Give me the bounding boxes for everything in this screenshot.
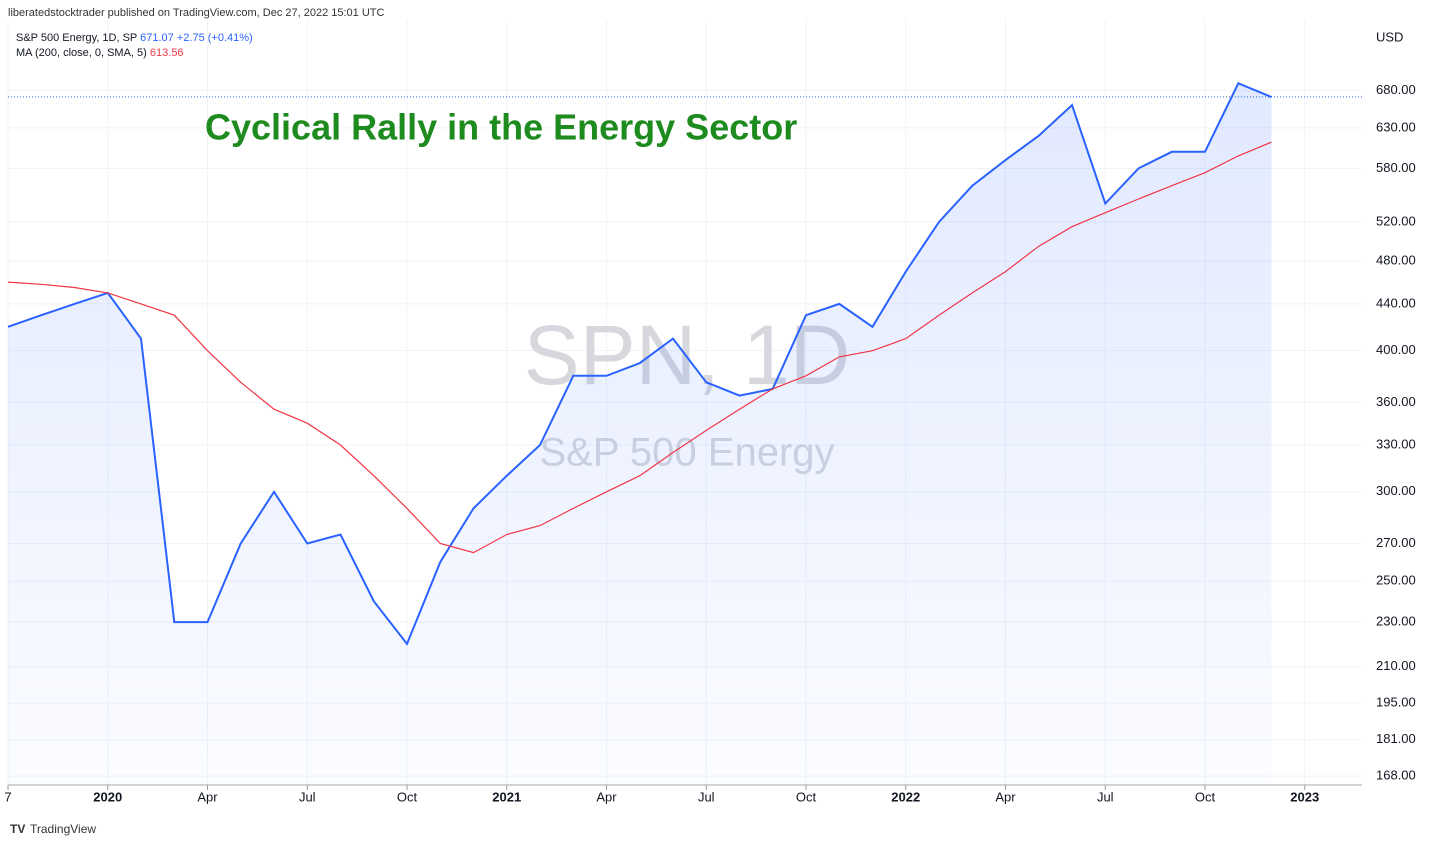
y-tick-label: 520.00 — [1376, 213, 1416, 228]
y-tick-label: 400.00 — [1376, 342, 1416, 357]
x-tick-label: Apr — [197, 789, 218, 804]
y-tick-label: 480.00 — [1376, 253, 1416, 268]
y-tick-label: 360.00 — [1376, 394, 1416, 409]
y-tick-label: 270.00 — [1376, 535, 1416, 550]
y-tick-label: 210.00 — [1376, 658, 1416, 673]
x-tick-label: Apr — [596, 789, 617, 804]
x-tick-label: Jul — [1097, 789, 1114, 804]
legend-entry: MA (200, close, 0, SMA, 5) 613.56 — [16, 47, 184, 59]
legend-name: S&P 500 Energy, 1D, SP — [16, 32, 137, 44]
line — [7, 141, 1272, 554]
area-fill — [8, 83, 1272, 786]
legend-name: MA (200, close, 0, SMA, 5) — [16, 47, 147, 59]
y-tick-label: 630.00 — [1376, 119, 1416, 134]
x-tick-label: Oct — [397, 789, 418, 804]
y-tick-label: 300.00 — [1376, 483, 1416, 498]
y-tick-label: 230.00 — [1376, 614, 1416, 629]
legend-change: +2.75 (+0.41%) — [177, 32, 253, 44]
chart-title: Cyclical Rally in the Energy Sector — [205, 107, 797, 148]
y-tick-label: 330.00 — [1376, 436, 1416, 451]
x-tick-label: 2021 — [492, 789, 521, 804]
y-tick-label: 168.00 — [1376, 768, 1416, 783]
logo: TV — [10, 822, 25, 836]
x-tick-label: Oct — [796, 789, 817, 804]
x-tick-label: Jul — [698, 789, 715, 804]
y-tick-label: 440.00 — [1376, 295, 1416, 310]
x-tick-label: Oct — [1195, 789, 1216, 804]
legend-value: 613.56 — [150, 47, 184, 59]
x-tick-label: 2020 — [93, 789, 122, 804]
legend-entry: S&P 500 Energy, 1D, SP 671.07 +2.75 (+0.… — [16, 32, 253, 44]
x-tick-label: Apr — [995, 789, 1016, 804]
x-tick-label: 2023 — [1290, 789, 1319, 804]
header: liberatedstocktrader published on Tradin… — [8, 7, 385, 19]
line — [7, 82, 1272, 646]
y-tick-label: 580.00 — [1376, 160, 1416, 175]
y-unit: USD — [1376, 29, 1403, 44]
y-tick-label: 195.00 — [1376, 695, 1416, 710]
x-tick-label: 7 — [4, 789, 11, 804]
y-tick-label: 680.00 — [1376, 82, 1416, 97]
y-tick-label: 181.00 — [1376, 731, 1416, 746]
footer: TradingView — [30, 822, 96, 836]
legend-value: 671.07 — [140, 32, 174, 44]
x-tick-label: 2022 — [891, 789, 920, 804]
y-tick-label: 250.00 — [1376, 573, 1416, 588]
x-tick-label: Jul — [299, 789, 316, 804]
